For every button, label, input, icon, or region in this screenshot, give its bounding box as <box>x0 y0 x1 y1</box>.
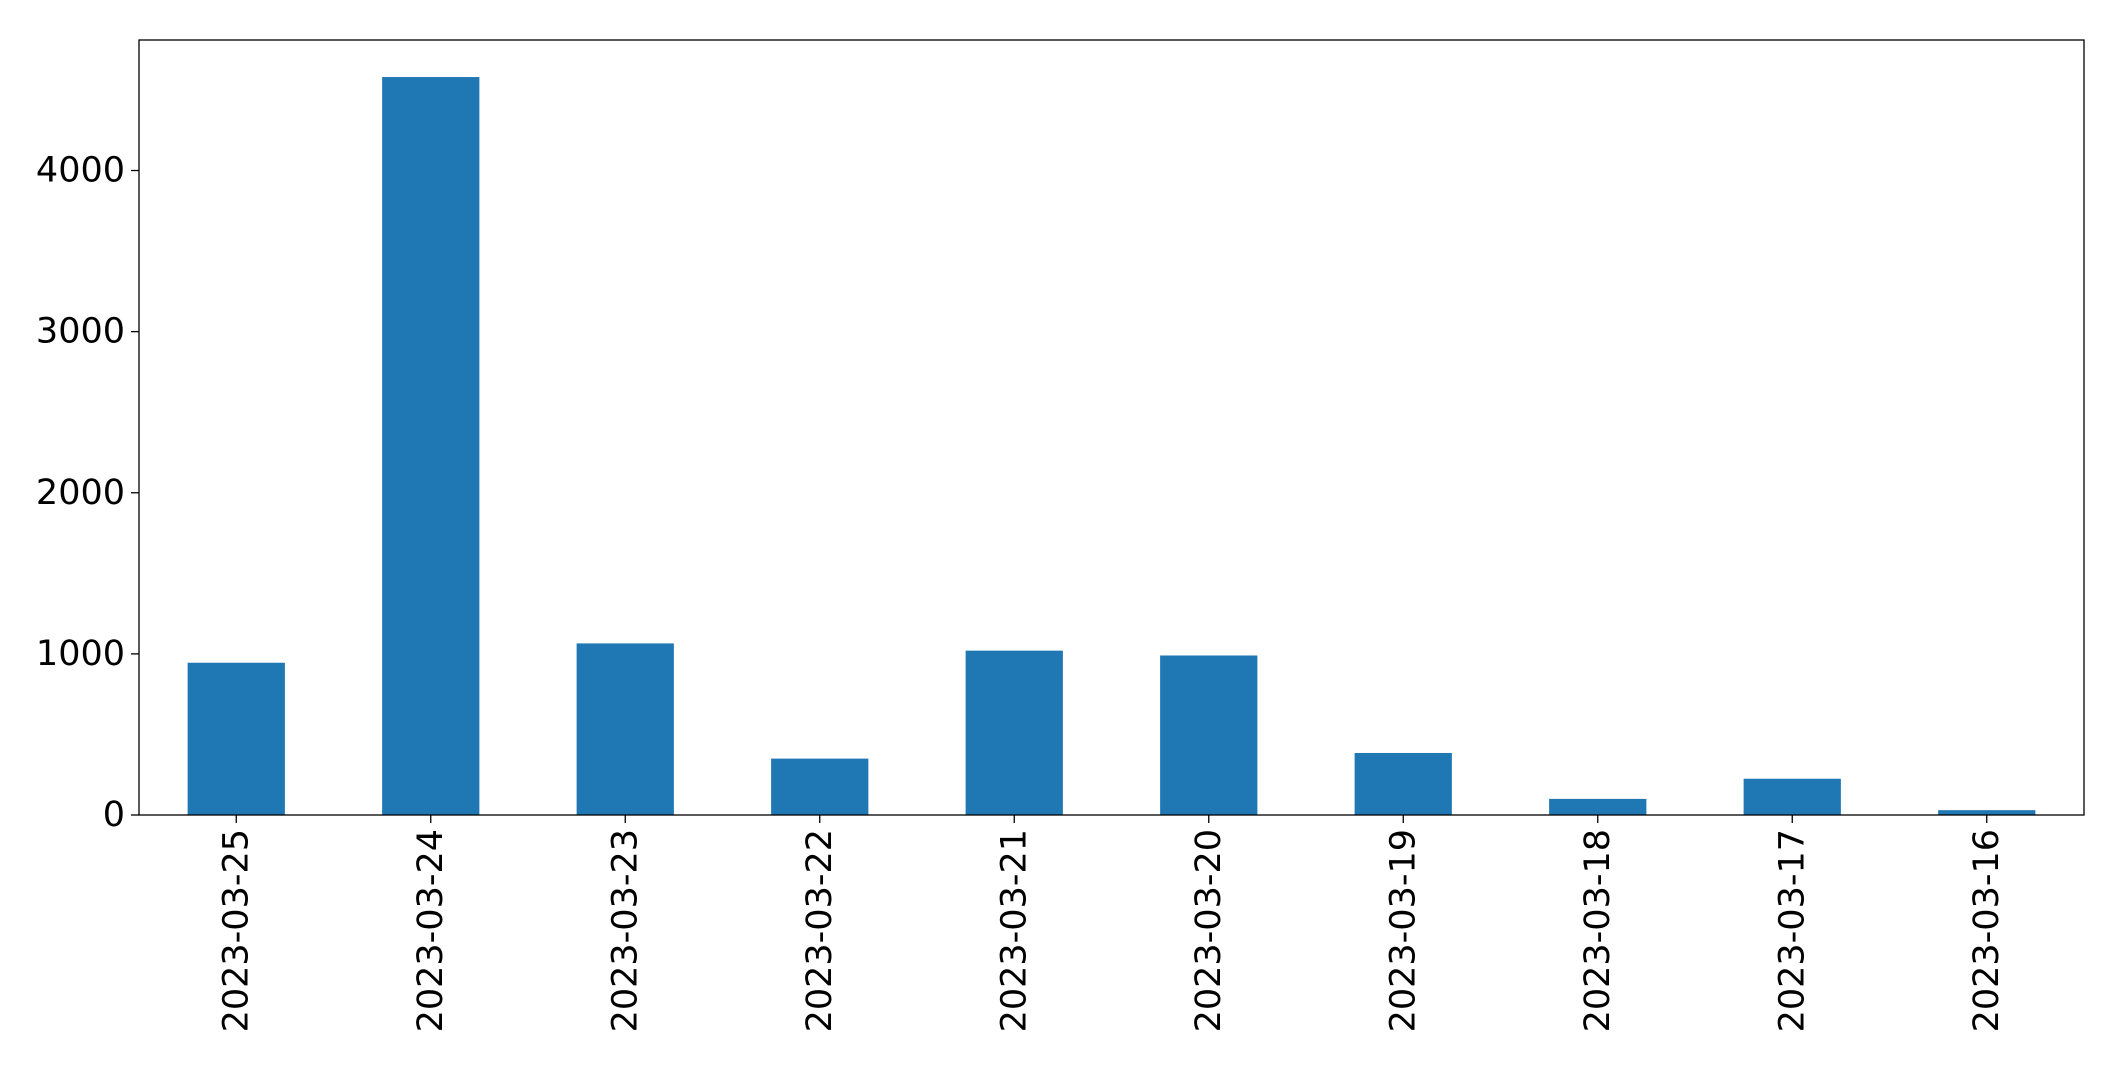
bar-2023-03-25 <box>187 662 285 815</box>
bar-2023-03-20 <box>1160 655 1258 815</box>
bar-2023-03-22 <box>771 758 869 815</box>
x-tick-label: 2023-03-22 <box>800 829 840 1032</box>
bar-2023-03-23 <box>576 643 674 815</box>
bar-2023-03-16 <box>1938 810 2036 815</box>
bar-2023-03-24 <box>382 77 480 815</box>
y-tick-label: 4000 <box>36 151 125 191</box>
y-tick-label: 3000 <box>36 312 125 352</box>
plot-frame <box>138 39 2085 816</box>
bars-layer <box>187 77 2036 815</box>
x-tick-label: 2023-03-16 <box>1967 829 2007 1032</box>
x-tick-label: 2023-03-19 <box>1383 829 1423 1032</box>
x-tick-label: 2023-03-23 <box>605 829 645 1032</box>
x-axis: 2023-03-25 2023-03-24 2023-03-23 2023-03-22… <box>216 815 2007 1032</box>
y-tick-label: 1000 <box>36 634 125 674</box>
x-tick-label: 2023-03-25 <box>216 829 256 1032</box>
bar-2023-03-17 <box>1743 778 1841 815</box>
y-tick-label: 0 <box>103 795 125 835</box>
y-axis: 0 1000 2000 3000 4000 <box>36 151 139 835</box>
x-tick-label: 2023-03-24 <box>411 829 451 1032</box>
x-tick-label: 2023-03-17 <box>1772 829 1812 1032</box>
bar-2023-03-21 <box>965 650 1063 815</box>
bar-2023-03-19 <box>1354 752 1452 815</box>
bar-2023-03-18 <box>1549 798 1647 815</box>
x-tick-label: 2023-03-20 <box>1189 829 1229 1032</box>
x-tick-label: 2023-03-21 <box>994 829 1034 1032</box>
x-tick-label: 2023-03-18 <box>1578 829 1618 1032</box>
y-tick-label: 2000 <box>36 473 125 513</box>
